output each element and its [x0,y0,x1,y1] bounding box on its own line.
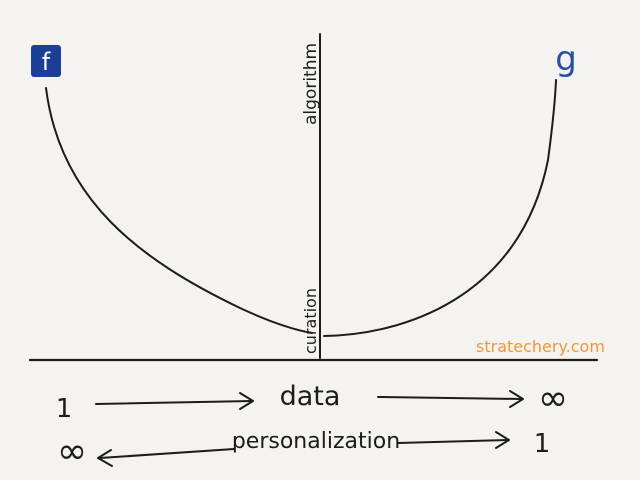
personalization-arrow-left [97,448,235,467]
data-arrow-right [377,390,524,408]
left-curve [45,87,313,334]
personalization-row-label: personalization [232,429,400,454]
axis-top-label: algorithm [301,43,321,125]
google-icon: g [555,39,577,79]
data-row-label: data [280,381,341,412]
data-row-end: ∞ [538,378,568,419]
personalization-row-end: 1 [534,429,551,459]
axis-bottom-label: curation [301,288,320,354]
personalization-row-start: ∞ [57,431,87,472]
facebook-icon-box [31,45,61,77]
watermark: stratechery.com [476,337,605,356]
personalization-arrow-right [397,431,510,449]
facebook-icon-letter: f [42,48,51,76]
facebook-icon: f [31,45,61,77]
data-row-start: 1 [56,394,73,424]
data-arrow-left [95,392,254,410]
right-curve [323,79,557,337]
